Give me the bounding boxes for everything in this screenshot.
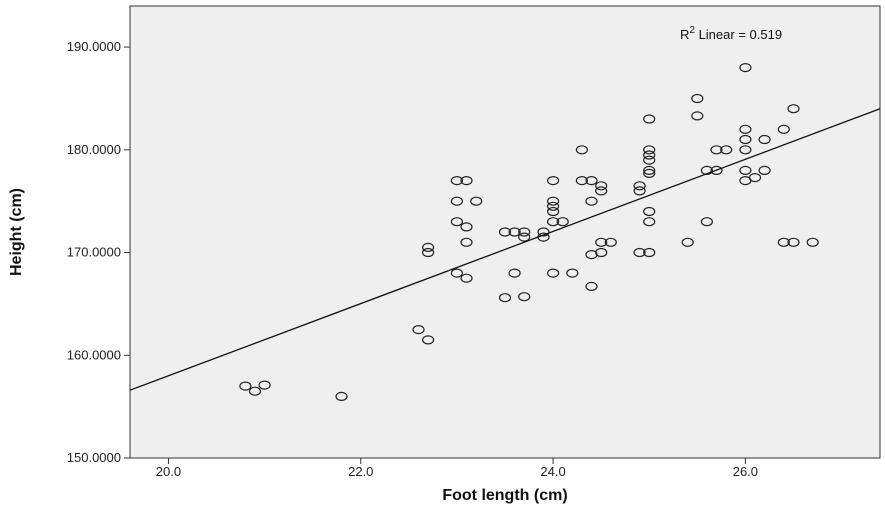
- data-point: [556, 217, 569, 227]
- data-point: [633, 186, 646, 196]
- data-point: [546, 206, 560, 217]
- data-point: [758, 134, 771, 145]
- regression-line-group: [129, 108, 881, 391]
- y-tick-label: 150.0000: [67, 450, 121, 465]
- y-tick-label: 160.0000: [67, 347, 121, 362]
- x-tick-label: 26.0: [733, 464, 758, 479]
- data-point: [643, 165, 656, 175]
- data-point: [787, 104, 800, 114]
- data-point: [595, 237, 608, 247]
- data-point: [787, 237, 800, 247]
- x-tick-label: 20.0: [156, 464, 181, 479]
- data-point: [470, 196, 483, 206]
- data-point: [643, 168, 656, 178]
- data-point: [460, 273, 473, 283]
- data-point: [633, 247, 646, 258]
- data-point: [460, 237, 473, 247]
- data-point: [508, 227, 521, 237]
- data-point: [450, 196, 463, 206]
- data-point: [460, 222, 473, 232]
- data-point: [739, 165, 752, 175]
- data-point: [450, 176, 463, 186]
- data-point: [566, 268, 579, 278]
- data-point: [806, 237, 819, 247]
- data-point: [585, 176, 598, 186]
- data-point: [422, 335, 435, 345]
- data-point: [739, 145, 752, 155]
- data-point: [739, 124, 752, 134]
- x-axis-title: Foot length (cm): [442, 487, 567, 504]
- data-point: [412, 325, 425, 335]
- data-point: [595, 186, 608, 196]
- data-point: [758, 165, 771, 175]
- data-point: [450, 268, 463, 278]
- data-point: [700, 217, 714, 227]
- y-tick-label: 170.0000: [67, 245, 121, 260]
- data-point: [248, 386, 262, 396]
- data-point: [450, 217, 463, 227]
- data-point: [575, 145, 589, 155]
- data-point: [498, 293, 512, 303]
- y-axis-title: Height (cm): [8, 188, 25, 276]
- data-point: [518, 227, 531, 237]
- data-point: [710, 165, 723, 175]
- data-point: [720, 145, 733, 155]
- data-point: [585, 196, 598, 206]
- data-point: [643, 217, 656, 227]
- data-point: [691, 111, 704, 121]
- r-squared-annotation: R2 Linear = 0.519: [680, 25, 782, 42]
- y-tick-label: 180.0000: [67, 142, 121, 157]
- data-point: [739, 62, 752, 73]
- data-point: [595, 181, 608, 191]
- data-point: [498, 227, 512, 237]
- x-tick-label: 24.0: [540, 464, 565, 479]
- data-point: [546, 176, 560, 186]
- data-point: [585, 281, 598, 291]
- data-point: [633, 181, 646, 191]
- data-point: [643, 247, 656, 258]
- data-point: [546, 217, 560, 227]
- data-point: [422, 242, 435, 252]
- data-point: [643, 206, 656, 217]
- data-point: [681, 237, 694, 247]
- data-point: [546, 268, 560, 278]
- data-point: [508, 268, 521, 278]
- r-squared-value: Linear = 0.519: [695, 27, 782, 42]
- data-point: [643, 155, 656, 165]
- data-point: [335, 391, 348, 401]
- y-axis: 150.0000 160.0000 170.0000 180.0000 190.0000: [67, 39, 130, 465]
- data-point: [643, 150, 656, 160]
- regression-line: [129, 108, 881, 391]
- data-point: [258, 380, 271, 390]
- y-tick-label: 190.0000: [67, 39, 121, 54]
- data-point: [700, 165, 714, 175]
- data-point: [422, 247, 435, 258]
- data-point: [777, 124, 790, 134]
- data-point: [739, 134, 752, 145]
- data-point: [643, 114, 656, 124]
- data-point: [748, 173, 762, 183]
- data-point: [546, 196, 560, 206]
- data-point: [575, 176, 589, 186]
- data-point: [595, 247, 608, 258]
- r-squared-superscript: 2: [689, 25, 695, 36]
- data-point: [604, 237, 617, 247]
- r-squared-r: R: [680, 27, 689, 42]
- data-point: [518, 292, 531, 302]
- data-point: [460, 176, 473, 186]
- data-point: [546, 201, 560, 211]
- data-point: [710, 145, 723, 155]
- x-tick-label: 22.0: [348, 464, 373, 479]
- data-point: [518, 232, 531, 242]
- data-point: [777, 237, 790, 247]
- data-points: [239, 62, 819, 401]
- data-point: [239, 381, 252, 391]
- data-point: [537, 227, 550, 237]
- plot-area: [129, 5, 881, 459]
- x-axis: 20.0 22.0 24.0 26.0: [156, 458, 758, 479]
- data-point: [691, 93, 704, 104]
- data-point: [643, 145, 656, 155]
